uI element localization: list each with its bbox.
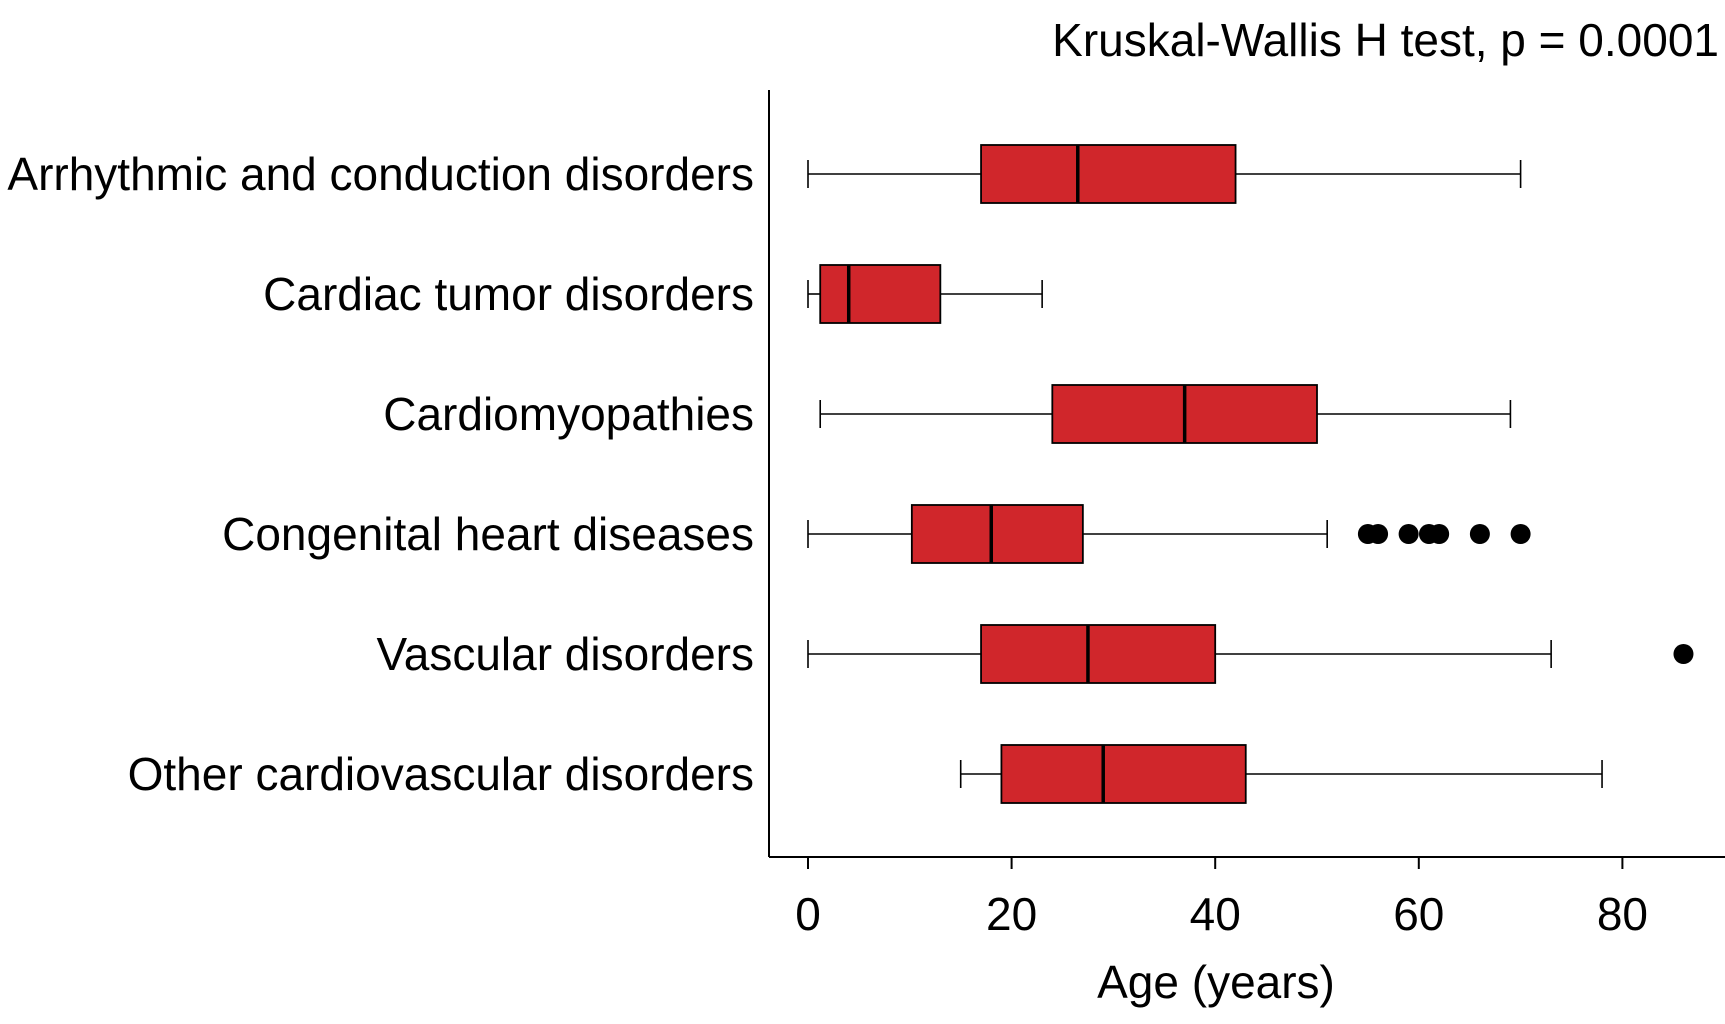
outlier-point — [1469, 524, 1490, 544]
x-tick-label: 80 — [1597, 888, 1648, 940]
category-label: Cardiomyopathies — [383, 388, 754, 440]
box-group — [819, 384, 1512, 444]
box-group — [959, 744, 1603, 804]
x-axis-label: Age (years) — [1097, 956, 1335, 1008]
box-group — [807, 504, 1531, 564]
iqr-box — [910, 504, 1084, 564]
x-axis-ticks: 0 20 40 60 80 — [795, 857, 1648, 940]
x-tick-label: 60 — [1393, 888, 1444, 940]
box-group — [807, 144, 1522, 204]
outlier-point — [1398, 524, 1419, 544]
outlier-point — [1510, 524, 1531, 544]
category-label: Cardiac tumor disorders — [263, 268, 754, 320]
y-axis-labels: Arrhythmic and conduction disorders Cardi… — [7, 148, 754, 800]
category-label: Arrhythmic and conduction disorders — [7, 148, 754, 200]
outlier-point — [1368, 524, 1389, 544]
x-tick-label: 0 — [795, 888, 821, 940]
x-tick-label: 40 — [1190, 888, 1241, 940]
box-series — [807, 144, 1694, 804]
iqr-box — [980, 144, 1237, 204]
box-group — [807, 624, 1694, 684]
x-tick-label: 20 — [986, 888, 1037, 940]
box-group — [807, 264, 1043, 324]
iqr-box — [1000, 744, 1247, 804]
category-label: Other cardiovascular disorders — [128, 748, 754, 800]
category-label: Vascular disorders — [376, 628, 754, 680]
chart-title: Kruskal-Wallis H test, p = 0.0001 — [1052, 14, 1719, 66]
iqr-box — [819, 264, 942, 324]
outlier-point — [1673, 644, 1694, 664]
category-label: Congenital heart diseases — [222, 508, 754, 560]
outlier-point — [1429, 524, 1450, 544]
iqr-box — [980, 624, 1217, 684]
